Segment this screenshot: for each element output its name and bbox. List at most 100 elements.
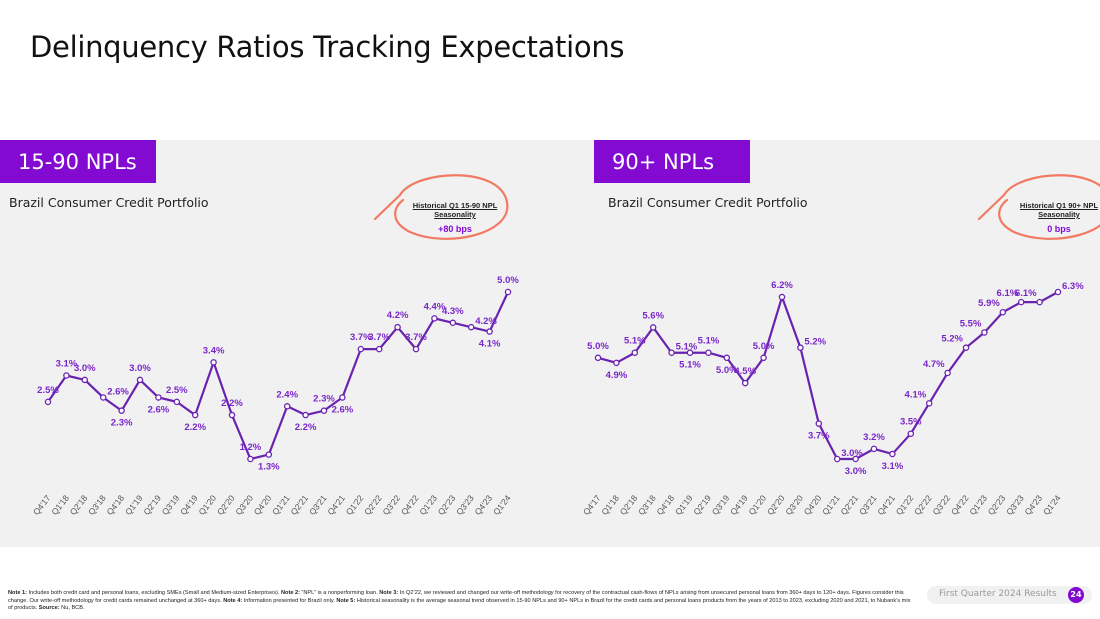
x-tick-label: Q3'23 <box>1004 493 1026 517</box>
x-tick-label: Q1'20 <box>196 493 218 517</box>
x-tick-label: Q1'21 <box>270 493 292 517</box>
data-point <box>44 398 52 406</box>
footnote-text: In Q2’22, we reviewed and changed our wr… <box>8 590 904 604</box>
data-point <box>99 394 107 401</box>
footnotes: Note 1: Includes both credit card and pe… <box>8 590 913 613</box>
annotation-circle <box>373 174 509 240</box>
footnote-text: Information presented for Brazil only. <box>242 597 337 604</box>
data-label: 4.1% <box>905 389 927 400</box>
data-point <box>760 354 767 362</box>
data-point <box>925 400 933 407</box>
data-point <box>302 411 309 419</box>
callout-value: 0 bps <box>1047 224 1071 234</box>
data-label: 2.6% <box>107 386 129 397</box>
data-label: 3.7% <box>350 332 372 343</box>
data-label: 5.6% <box>642 310 664 321</box>
data-point <box>1036 298 1043 306</box>
chart-band <box>0 140 1100 547</box>
data-label: 4.9% <box>606 370 628 381</box>
data-point <box>815 420 823 427</box>
x-tick-label: Q3'23 <box>454 493 476 517</box>
x-tick-label: Q4'18 <box>654 493 676 517</box>
data-point <box>357 345 365 353</box>
data-point <box>631 349 639 356</box>
x-tick-label: Q4'19 <box>178 493 200 517</box>
data-point <box>649 324 657 331</box>
data-point <box>686 349 694 356</box>
data-point <box>191 411 199 419</box>
x-tick-label: Q2'20 <box>765 493 787 517</box>
data-label: 5.0% <box>716 365 738 376</box>
callout-title: Historical Q1 90+ NPL Seasonality <box>1019 201 1099 219</box>
data-label: 5.0% <box>497 275 519 286</box>
x-tick-label: Q1'18 <box>599 493 621 517</box>
x-tick-label: Q3'19 <box>160 493 182 517</box>
x-tick-label: Q3'20 <box>783 493 805 517</box>
data-point <box>486 328 493 335</box>
data-label: 4.2% <box>475 316 497 327</box>
data-point <box>907 430 915 437</box>
data-label: 3.7% <box>368 332 390 343</box>
x-tick-label: Q3'22 <box>380 493 402 517</box>
data-label: 3.4% <box>203 345 225 356</box>
data-point <box>870 445 878 453</box>
x-tick-label: Q4'19 <box>728 493 750 517</box>
data-label: 6.2% <box>771 280 793 291</box>
x-tick-label: Q4'22 <box>399 493 421 517</box>
data-label: 2.5% <box>166 385 188 396</box>
data-point <box>412 345 420 353</box>
data-label: 4.1% <box>479 339 501 350</box>
data-point <box>449 319 457 327</box>
data-label: 3.7% <box>405 332 427 343</box>
data-label: 5.2% <box>941 334 963 345</box>
data-label: 4.2% <box>387 310 409 321</box>
x-tick-label: Q4'23 <box>472 493 494 517</box>
callout-title: Historical Q1 15-90 NPL Seasonality <box>412 201 498 219</box>
data-point <box>889 450 896 458</box>
annotation-circle <box>977 174 1100 240</box>
data-point <box>210 359 217 366</box>
x-tick-label: Q3'18 <box>636 493 658 517</box>
x-tick-label: Q1'23 <box>417 493 439 517</box>
x-tick-label: Q1'24 <box>1041 493 1063 517</box>
data-point <box>705 349 712 356</box>
npl-90plus-chart: 5.0% Q4'17 4.9% Q1'18 5.1% Q2'18 5.6% Q3'18 5.1%… <box>581 174 1100 517</box>
data-label: 5.0% <box>587 341 609 352</box>
x-tick-label: Q2'21 <box>838 493 860 517</box>
data-point <box>668 349 675 356</box>
data-label: 1.3% <box>258 462 280 473</box>
data-label: 5.9% <box>978 298 1000 309</box>
footnote-key: Note 2: <box>281 590 300 596</box>
footnote-text: Historical seasonality is the average se… <box>8 597 911 612</box>
data-point <box>320 407 328 414</box>
data-point <box>247 455 254 463</box>
series-line <box>47 291 509 461</box>
x-tick-label: Q2'23 <box>436 493 458 517</box>
x-tick-label: Q4'17 <box>581 493 603 517</box>
x-tick-label: Q4'21 <box>875 493 897 517</box>
x-tick-label: Q2'20 <box>215 493 237 517</box>
data-label: 5.2% <box>804 337 826 348</box>
data-label: 2.5% <box>37 385 59 396</box>
data-point <box>467 323 475 331</box>
footnote-key: Note 3: <box>379 590 399 596</box>
x-tick-label: Q2'21 <box>288 493 310 517</box>
x-tick-label: Q2'22 <box>362 493 384 517</box>
x-tick-label: Q1'19 <box>123 493 145 517</box>
x-tick-label: Q2'18 <box>68 493 90 517</box>
chart-subtitle: Brazil Consumer Credit Portfolio <box>608 195 808 210</box>
x-tick-label: Q2'23 <box>986 493 1008 517</box>
x-tick-label: Q4'21 <box>325 493 347 517</box>
chart-panel-15-90: 15-90 NPLs Brazil Consumer Credit Portfo… <box>0 140 550 547</box>
x-tick-label: Q1'22 <box>894 493 916 517</box>
x-tick-label: Q3'20 <box>233 493 255 517</box>
data-label: 5.1% <box>624 336 646 347</box>
x-tick-label: Q3'19 <box>710 493 732 517</box>
x-tick-label: Q3'18 <box>86 493 108 517</box>
page-footer: First Quarter 2024 Results 24 <box>927 586 1092 604</box>
data-label: 1.2% <box>240 442 262 453</box>
footnote-key: Note 1: <box>8 590 27 596</box>
x-tick-label: Q3'21 <box>307 493 329 517</box>
x-tick-label: Q1'22 <box>344 493 366 517</box>
data-label: 3.7% <box>808 431 830 442</box>
